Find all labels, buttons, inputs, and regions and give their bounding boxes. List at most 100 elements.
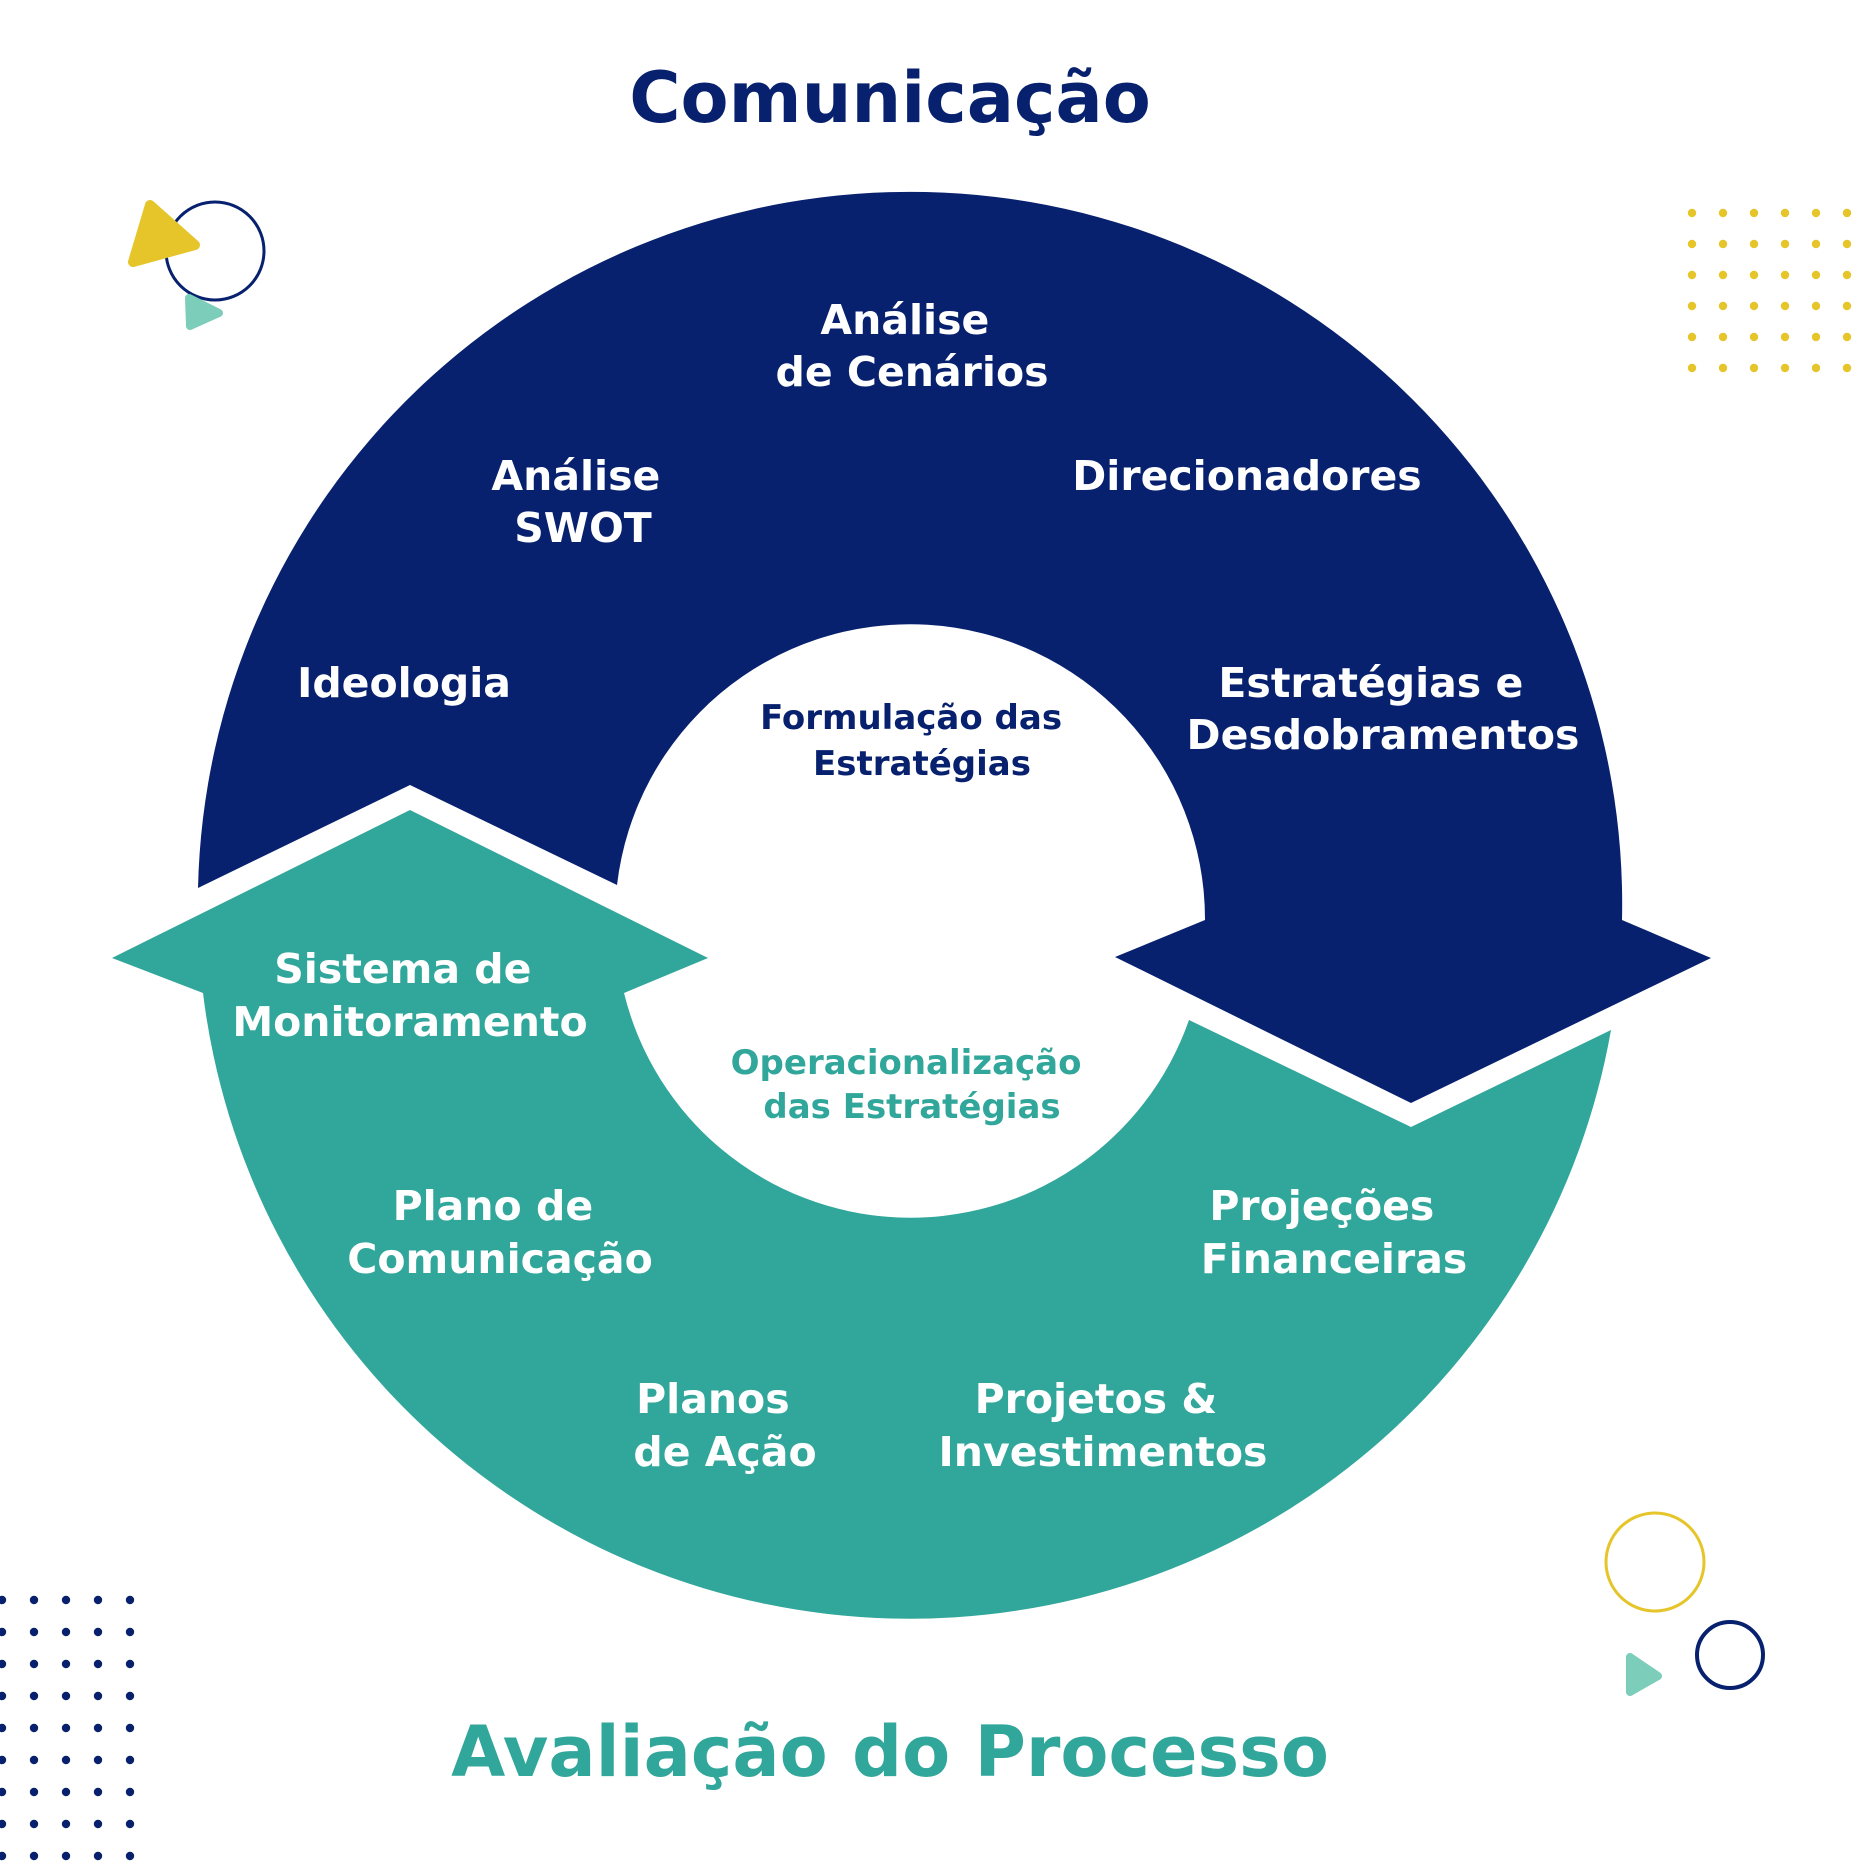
label-ideologia: Ideologia <box>297 659 511 707</box>
label-estrategias-desdobramentos: Estratégias e Desdobramentos <box>1187 659 1580 759</box>
dot-grid-yellow <box>1687 208 1852 373</box>
label-line: Comunicação <box>347 1235 653 1283</box>
center-formulation-label: Formulação das Estratégias <box>760 698 1074 784</box>
decoration-top-left <box>128 200 266 330</box>
label-line: Plano de <box>393 1182 594 1230</box>
label-line: de Cenários <box>775 348 1048 396</box>
decorative-dot <box>29 1851 39 1861</box>
decorative-dot <box>29 1755 39 1765</box>
decorative-dot <box>1780 239 1790 249</box>
label-analise-cenarios: Análise de Cenários <box>775 296 1048 396</box>
label-line: Planos <box>636 1375 790 1423</box>
label-plano-comunicacao: Plano de Comunicação <box>347 1182 653 1283</box>
decorative-dot <box>0 1851 7 1861</box>
mint-triangle-icon <box>1626 1653 1662 1696</box>
decorative-dot <box>1749 208 1759 218</box>
decorative-dot <box>1811 363 1821 373</box>
operationalization-arrow-band <box>112 810 1611 1619</box>
decorative-dot <box>0 1659 7 1669</box>
decorative-dot <box>61 1627 71 1637</box>
decorative-dot <box>61 1851 71 1861</box>
title-communication: Comunicação <box>629 57 1151 139</box>
decorative-dot <box>93 1595 103 1605</box>
decorative-dot <box>0 1819 7 1829</box>
decorative-dot <box>125 1627 135 1637</box>
decorative-dot <box>1749 301 1759 311</box>
label-analise-swot: Análise SWOT <box>491 452 674 552</box>
decorative-dot <box>1687 208 1697 218</box>
decorative-dot <box>93 1819 103 1829</box>
decorative-dot <box>0 1595 7 1605</box>
label-planos-acao: Planos de Ação <box>633 1375 816 1476</box>
label-line: Investimentos <box>939 1428 1268 1476</box>
decorative-dot <box>1842 332 1852 342</box>
navy-ring-icon <box>1695 1620 1765 1690</box>
label-line: Projeções <box>1209 1182 1434 1230</box>
decorative-dot <box>29 1819 39 1829</box>
decoration-bottom-right <box>1604 1511 1765 1696</box>
decorative-dot <box>1842 301 1852 311</box>
decorative-dot <box>125 1787 135 1797</box>
decorative-dot <box>93 1723 103 1733</box>
label-projecoes-financeiras: Projeções Financeiras <box>1201 1182 1468 1283</box>
decorative-dot <box>61 1691 71 1701</box>
label-line: Financeiras <box>1201 1235 1468 1283</box>
decorative-dot <box>29 1691 39 1701</box>
label-sistema-monitoramento: Sistema de Monitoramento <box>232 945 587 1046</box>
decorative-dot <box>1687 363 1697 373</box>
label-line: Estratégias e <box>1218 659 1523 707</box>
decorative-dot <box>1811 208 1821 218</box>
label-line: Projetos & <box>975 1375 1218 1423</box>
decorative-dot <box>1780 363 1790 373</box>
decorative-dot <box>61 1787 71 1797</box>
label-line: de Ação <box>633 1428 816 1476</box>
decorative-dot <box>1842 239 1852 249</box>
decorative-dot <box>1749 270 1759 280</box>
decorative-dot <box>1842 363 1852 373</box>
decorative-dot <box>125 1659 135 1669</box>
decorative-dot <box>125 1691 135 1701</box>
label-line: Análise <box>491 452 660 500</box>
decorative-dot <box>1718 363 1728 373</box>
center-operationalization-line-1: Operacionalização <box>731 1043 1082 1083</box>
decorative-dot <box>125 1595 135 1605</box>
decorative-dot <box>1718 301 1728 311</box>
decorative-dot <box>29 1595 39 1605</box>
decorative-dot <box>1811 301 1821 311</box>
decorative-dot <box>1780 208 1790 218</box>
center-formulation-line-1: Formulação das <box>760 698 1062 738</box>
decorative-dot <box>29 1627 39 1637</box>
decorative-dot <box>61 1659 71 1669</box>
label-projetos-investimentos: Projetos & Investimentos <box>939 1375 1268 1476</box>
decorative-dot <box>1811 270 1821 280</box>
decorative-dot <box>1780 332 1790 342</box>
decorative-dot <box>29 1787 39 1797</box>
center-operationalization-label: Operacionalização das Estratégias <box>731 1043 1094 1127</box>
decorative-dot <box>0 1787 7 1797</box>
decorative-dot <box>0 1723 7 1733</box>
decorative-dot <box>1687 332 1697 342</box>
decorative-dot <box>1718 208 1728 218</box>
decorative-dot <box>29 1723 39 1733</box>
decorative-dot <box>125 1851 135 1861</box>
decorative-dot <box>125 1723 135 1733</box>
label-line: SWOT <box>514 504 652 552</box>
decorative-dot <box>93 1787 103 1797</box>
decorative-dot <box>61 1595 71 1605</box>
decorative-dot <box>1687 301 1697 311</box>
center-operationalization-line-2: das Estratégias <box>763 1087 1060 1127</box>
yellow-ring-icon <box>1604 1511 1706 1613</box>
decorative-dot <box>61 1755 71 1765</box>
decorative-dot <box>1749 239 1759 249</box>
label-line: Análise <box>820 296 989 344</box>
decorative-dot <box>1842 208 1852 218</box>
decorative-dot <box>1749 332 1759 342</box>
decorative-dot <box>29 1659 39 1669</box>
decorative-dot <box>0 1755 7 1765</box>
label-line: Direcionadores <box>1072 452 1421 500</box>
decorative-dot <box>1749 363 1759 373</box>
decorative-dot <box>125 1755 135 1765</box>
decorative-dot <box>125 1819 135 1829</box>
decorative-dot <box>0 1691 7 1701</box>
